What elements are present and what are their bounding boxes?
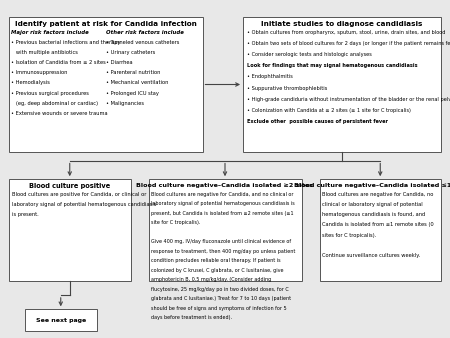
Text: • Obtain two sets of blood cultures for 2 days (or longer if the patient remains: • Obtain two sets of blood cultures for … bbox=[247, 41, 450, 46]
Text: Blood cultures are positive for Candida, or clinical or: Blood cultures are positive for Candida,… bbox=[12, 192, 146, 197]
Text: • Mechanical ventilation: • Mechanical ventilation bbox=[106, 80, 168, 86]
Text: Blood cultures are negative for Candida, no: Blood cultures are negative for Candida,… bbox=[322, 192, 434, 197]
Text: • Tunneled venous catheters: • Tunneled venous catheters bbox=[106, 40, 179, 45]
Text: Candida is isolated from ≤1 remote sites (0: Candida is isolated from ≤1 remote sites… bbox=[322, 222, 434, 227]
Text: See next page: See next page bbox=[36, 318, 86, 323]
Text: • Previous bacterial infections and therapy: • Previous bacterial infections and ther… bbox=[11, 40, 120, 45]
Text: site for C tropicalis).: site for C tropicalis). bbox=[151, 220, 201, 225]
Text: • Colonization with Candida at ≥ 2 sites (≥ 1 site for C tropicalis): • Colonization with Candida at ≥ 2 sites… bbox=[247, 108, 410, 113]
Text: glabrata and C lusitaniae.) Treat for 7 to 10 days (patient: glabrata and C lusitaniae.) Treat for 7 … bbox=[151, 296, 291, 301]
Text: Major risk factors include: Major risk factors include bbox=[11, 30, 89, 35]
Text: flucytosine, 25 mg/kg/day po in two divided doses, for C: flucytosine, 25 mg/kg/day po in two divi… bbox=[151, 287, 289, 292]
Text: hematogenous candidiasis is found, and: hematogenous candidiasis is found, and bbox=[322, 212, 425, 217]
Text: Blood culture positive: Blood culture positive bbox=[29, 183, 110, 189]
Text: • Prolonged ICU stay: • Prolonged ICU stay bbox=[106, 91, 158, 96]
Text: Blood cultures are negative for Candida, and no clinical or: Blood cultures are negative for Candida,… bbox=[151, 192, 294, 197]
Text: laboratory signal of potential hematogenous candidiasis is: laboratory signal of potential hematogen… bbox=[151, 201, 295, 207]
Text: Identify patient at risk for Candida infection: Identify patient at risk for Candida inf… bbox=[15, 21, 197, 27]
FancyBboxPatch shape bbox=[9, 17, 202, 152]
Text: days before treatment is ended).: days before treatment is ended). bbox=[151, 315, 232, 320]
Text: • Consider serologic tests and histologic analyses: • Consider serologic tests and histologi… bbox=[247, 52, 371, 57]
Text: • Parenteral nutrition: • Parenteral nutrition bbox=[106, 70, 160, 75]
Text: Other risk factors include: Other risk factors include bbox=[106, 30, 184, 35]
Text: is present.: is present. bbox=[12, 212, 38, 217]
Text: present, but Candida is isolated from ≥2 remote sites (≥1: present, but Candida is isolated from ≥2… bbox=[151, 211, 294, 216]
Text: • Endophthalmitis: • Endophthalmitis bbox=[247, 74, 292, 79]
Text: laboratory signal of potential hematogenous candidiasis: laboratory signal of potential hematogen… bbox=[12, 202, 156, 207]
Text: • Immunosuppression: • Immunosuppression bbox=[11, 70, 67, 75]
Text: Blood culture negative–Candida isolated ≥2 sites: Blood culture negative–Candida isolated … bbox=[136, 183, 314, 188]
Text: (eg, deep abdominal or cardiac): (eg, deep abdominal or cardiac) bbox=[11, 101, 98, 106]
FancyBboxPatch shape bbox=[243, 17, 441, 152]
Text: • Obtain cultures from oropharynx, sputum, stool, urine, drain sites, and blood: • Obtain cultures from oropharynx, sputu… bbox=[247, 30, 445, 35]
Text: amphotericin B, 0.5 mg/kg/day. (Consider adding: amphotericin B, 0.5 mg/kg/day. (Consider… bbox=[151, 277, 271, 282]
Text: Blood culture negative–Candida isolated ≤1 site: Blood culture negative–Candida isolated … bbox=[294, 183, 450, 188]
FancyBboxPatch shape bbox=[148, 179, 302, 281]
Text: sites for C tropicalis).: sites for C tropicalis). bbox=[322, 233, 377, 238]
Text: • Malignancies: • Malignancies bbox=[106, 101, 144, 106]
Text: Look for findings that may signal hematogenous candidiasis: Look for findings that may signal hemato… bbox=[247, 63, 417, 68]
Text: • High-grade candiduria without instrumentation of the bladder or the renal pelv: • High-grade candiduria without instrume… bbox=[247, 97, 450, 102]
Text: • Isolation of Candidia from ≥ 2 sites: • Isolation of Candidia from ≥ 2 sites bbox=[11, 60, 106, 65]
Text: • Hemodialysis: • Hemodialysis bbox=[11, 80, 50, 86]
Text: • Urinary catheters: • Urinary catheters bbox=[106, 50, 155, 55]
Text: clinical or laboratory signal of potential: clinical or laboratory signal of potenti… bbox=[322, 202, 423, 207]
FancyBboxPatch shape bbox=[9, 179, 130, 281]
Text: • Suppurative thrombophlebitis: • Suppurative thrombophlebitis bbox=[247, 86, 327, 91]
FancyBboxPatch shape bbox=[320, 179, 441, 281]
Text: • Extensive wounds or severe trauma: • Extensive wounds or severe trauma bbox=[11, 111, 108, 116]
Text: Continue surveillance cultures weekly.: Continue surveillance cultures weekly. bbox=[322, 253, 420, 258]
Text: response to treatment, then 400 mg/day po unless patient: response to treatment, then 400 mg/day p… bbox=[151, 249, 296, 254]
Text: Initiate studies to diagnose candidiasis: Initiate studies to diagnose candidiasis bbox=[261, 21, 423, 27]
Text: colonized by C krusei, C glabrata, or C lusitaniae, give: colonized by C krusei, C glabrata, or C … bbox=[151, 268, 284, 273]
Text: with multiple antibiotics: with multiple antibiotics bbox=[11, 50, 78, 55]
Text: • Diarrhea: • Diarrhea bbox=[106, 60, 132, 65]
FancyBboxPatch shape bbox=[25, 309, 97, 331]
Text: should be free of signs and symptoms of infection for 5: should be free of signs and symptoms of … bbox=[151, 306, 287, 311]
Text: condition precludes reliable oral therapy. If patient is: condition precludes reliable oral therap… bbox=[151, 258, 281, 263]
Text: Exclude other  possible causes of persistent fever: Exclude other possible causes of persist… bbox=[247, 119, 387, 124]
Text: Give 400 mg, IV/day fluconazole until clinical evidence of: Give 400 mg, IV/day fluconazole until cl… bbox=[151, 239, 291, 244]
Text: • Previous surgical procedures: • Previous surgical procedures bbox=[11, 91, 89, 96]
